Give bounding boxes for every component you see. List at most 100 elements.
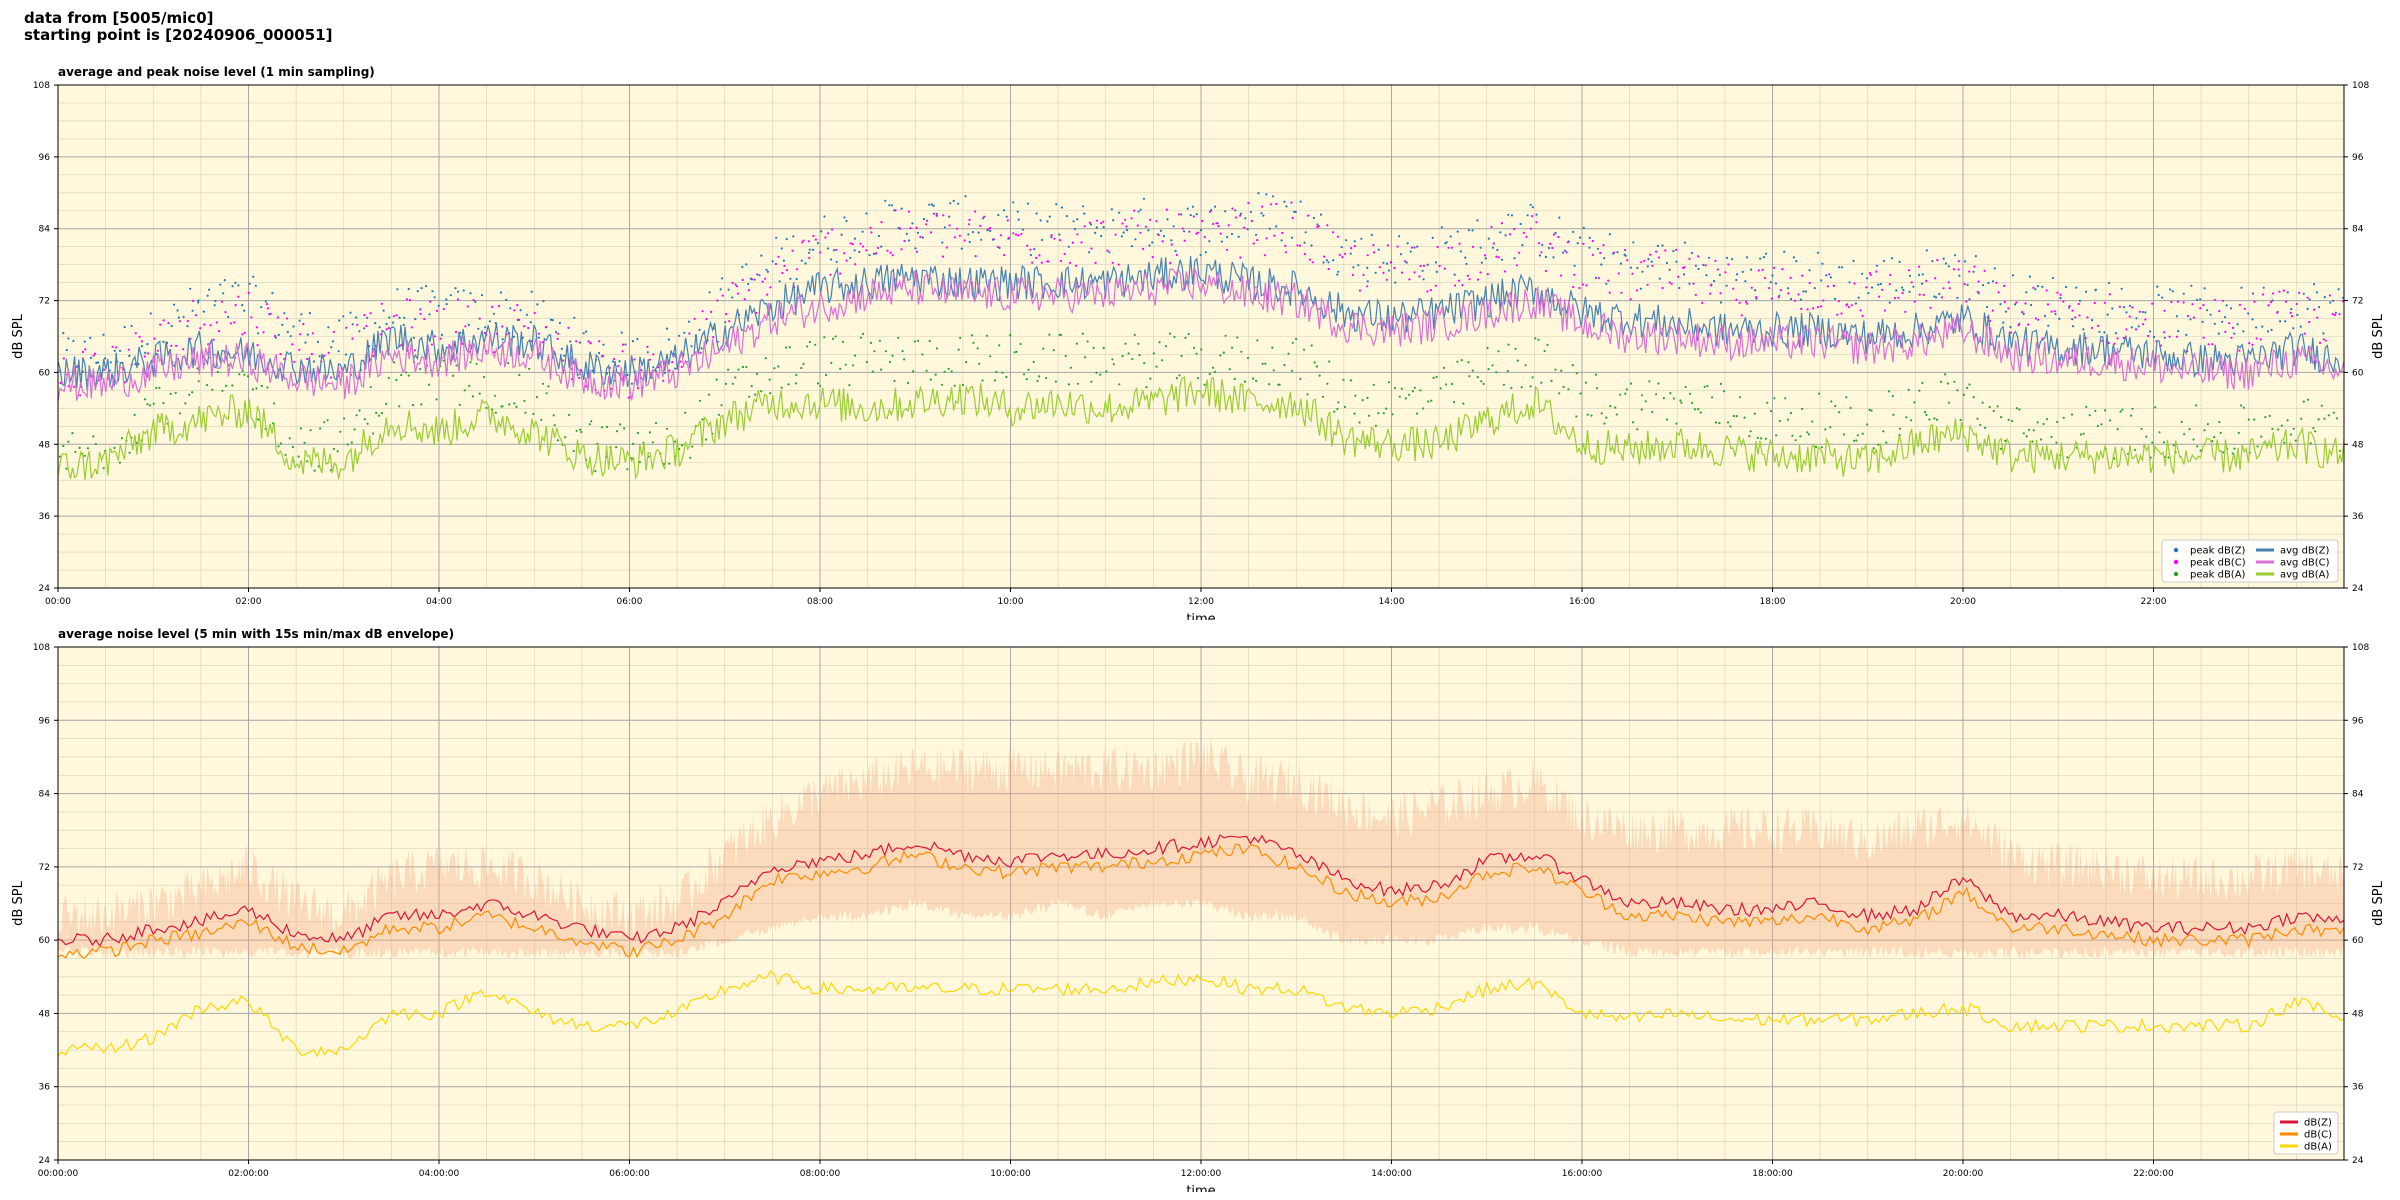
data-point: [330, 346, 333, 349]
data-point: [1328, 360, 1331, 363]
data-point: [1630, 382, 1633, 385]
data-point: [1283, 200, 1286, 203]
data-point: [2255, 326, 2258, 329]
data-point: [903, 358, 906, 361]
data-point: [1711, 396, 1714, 399]
data-point: [1017, 234, 1020, 237]
data-point: [1985, 305, 1989, 309]
data-point: [299, 427, 302, 430]
data-point: [1076, 382, 1079, 385]
data-point: [824, 236, 827, 239]
data-point: [2182, 292, 2185, 295]
data-point: [800, 259, 803, 262]
data-point: [1799, 298, 1802, 301]
data-point: [2075, 286, 2078, 289]
data-point: [1450, 246, 1453, 249]
data-point: [1991, 309, 1994, 312]
data-point: [594, 470, 597, 473]
data-point: [1090, 247, 1093, 250]
data-point: [1445, 383, 1448, 386]
data-point: [1184, 336, 1187, 339]
data-point: [1856, 434, 1859, 437]
data-point: [1608, 291, 1611, 294]
data-point: [1675, 422, 1678, 425]
data-point: [735, 285, 739, 288]
data-point: [665, 427, 669, 430]
data-point: [1995, 281, 1998, 284]
data-point: [1005, 375, 1008, 379]
data-point: [775, 236, 778, 239]
data-point: [1750, 268, 1753, 271]
data-point: [433, 296, 436, 299]
data-point: [1504, 234, 1507, 237]
data-point: [1891, 395, 1894, 398]
data-point: [952, 199, 955, 203]
data-point: [1875, 270, 1878, 273]
data-point: [67, 337, 70, 340]
data-point: [725, 312, 728, 316]
data-point: [2335, 417, 2339, 420]
data-point: [1565, 251, 1568, 254]
data-point: [1224, 334, 1227, 337]
data-point: [845, 219, 848, 223]
data-point: [891, 254, 894, 257]
data-point: [1918, 265, 1921, 268]
data-point: [339, 430, 342, 433]
data-point: [1451, 382, 1454, 386]
data-point: [1400, 271, 1404, 274]
data-point: [1806, 308, 1809, 311]
data-point: [1647, 258, 1650, 261]
data-point: [212, 338, 215, 341]
data-point: [1336, 235, 1339, 238]
data-point: [734, 283, 737, 286]
data-point: [873, 350, 876, 353]
y-tick-label: 108: [33, 81, 50, 91]
data-point: [1792, 256, 1795, 259]
data-point: [2036, 421, 2039, 424]
data-point: [2045, 289, 2048, 292]
data-point: [2096, 424, 2099, 428]
data-point: [1513, 227, 1516, 231]
data-point: [58, 455, 62, 458]
data-point: [612, 360, 615, 363]
data-point: [2168, 335, 2171, 338]
data-point: [1435, 375, 1438, 378]
data-point: [530, 340, 533, 343]
data-point: [170, 344, 173, 347]
data-point: [1543, 349, 1546, 353]
data-point: [1243, 226, 1246, 229]
data-point: [241, 369, 244, 372]
data-point: [903, 239, 906, 243]
data-point: [1124, 218, 1127, 221]
data-point: [173, 303, 176, 306]
data-point: [1691, 251, 1694, 255]
data-point: [1807, 433, 1811, 436]
data-point: [182, 315, 185, 318]
data-point: [216, 370, 219, 374]
data-point: [983, 215, 986, 218]
data-point: [1726, 421, 1730, 424]
data-point: [1372, 383, 1375, 386]
data-point: [1338, 253, 1341, 256]
data-point: [861, 230, 864, 233]
data-point: [541, 341, 544, 344]
data-point: [1072, 220, 1075, 223]
data-point: [839, 367, 842, 370]
data-point: [281, 323, 284, 326]
data-point: [2085, 405, 2088, 408]
series-avg-db-a-: [57, 376, 2345, 481]
data-point: [1486, 346, 1489, 350]
data-point: [2027, 323, 2030, 326]
data-point: [1508, 233, 1512, 236]
data-point: [256, 343, 259, 347]
data-point: [351, 337, 354, 340]
data-point: [764, 277, 767, 280]
data-point: [404, 371, 408, 374]
data-point: [2096, 324, 2100, 327]
data-point: [1250, 219, 1253, 223]
data-point: [1263, 254, 1266, 257]
data-point: [1306, 393, 1309, 396]
data-point: [1764, 276, 1767, 280]
data-point: [1264, 362, 1267, 365]
data-point: [2306, 296, 2309, 299]
